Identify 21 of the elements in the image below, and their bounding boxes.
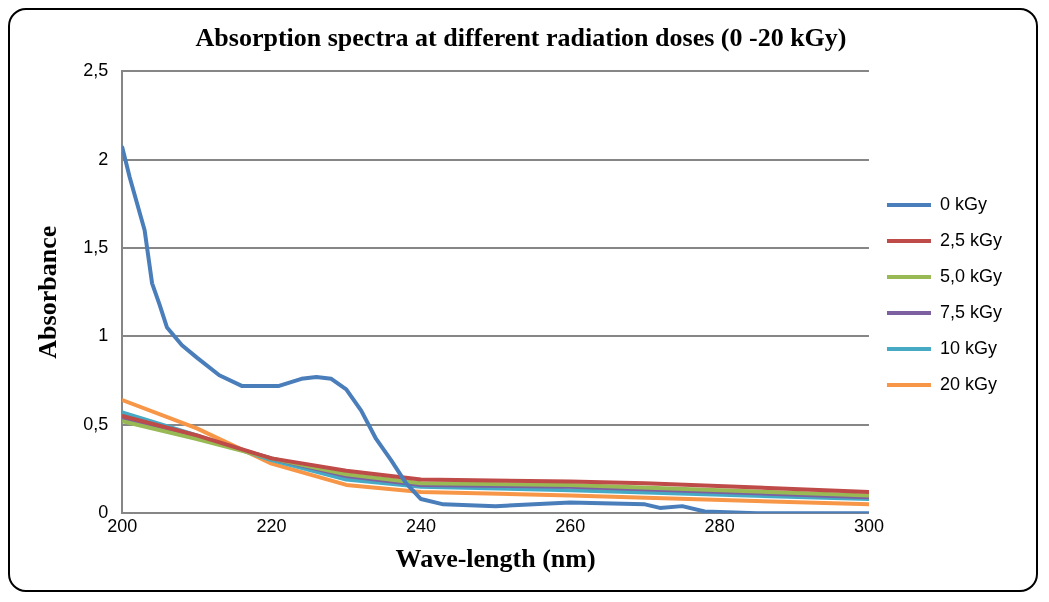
y-tick-label: 0,5 (83, 413, 109, 434)
y-tick-label: 1,5 (83, 236, 109, 257)
x-axis-title: Wave-length (nm) (395, 544, 596, 574)
x-tick-label: 300 (853, 515, 884, 536)
legend-label: 7,5 kGy (939, 301, 1003, 322)
x-tick-label: 280 (704, 515, 735, 536)
x-tick-label: 200 (107, 515, 138, 536)
y-tick-label: 2 (98, 148, 109, 169)
x-tick-label: 240 (405, 515, 436, 536)
legend-label: 2,5 kGy (939, 229, 1003, 250)
legend-label: 10 kGy (939, 337, 998, 358)
y-tick-label: 1 (98, 325, 109, 346)
chart-title: Absorption spectra at different radiation doses (0 -20 kGy) (195, 23, 847, 53)
legend-label: 5,0 kGy (939, 265, 1003, 286)
x-tick-label: 220 (256, 515, 287, 536)
legend-label: 0 kGy (939, 193, 987, 214)
y-tick-label: 2,5 (83, 60, 109, 81)
y-axis-title: Absorbance (33, 225, 63, 359)
y-tick-label: 0 (98, 502, 109, 523)
legend-label: 20 kGy (939, 373, 998, 394)
x-tick-label: 260 (555, 515, 586, 536)
